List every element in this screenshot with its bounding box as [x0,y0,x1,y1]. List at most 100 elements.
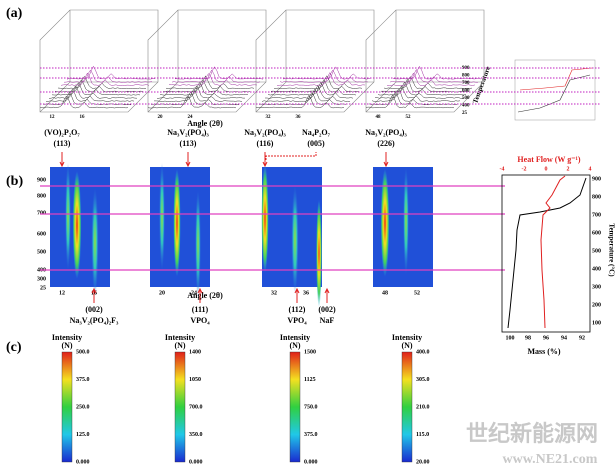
heatmap-feature [403,167,409,275]
diffraction-trace [175,67,263,79]
y-tick-label: 600 [37,231,46,237]
colorbar [402,352,412,462]
heatmap-feature [73,171,82,279]
right-tick-label: 600 [592,230,601,236]
colorbar-tick-label: 350.0 [189,432,203,438]
annotation-arrow [325,289,329,303]
bottom-tick-label: 96 [543,335,549,341]
diffraction-trace [366,95,454,108]
x-tick-label: 32 [271,290,277,296]
colorbar-tick-label: 305.0 [416,377,430,383]
colorbar [290,352,300,462]
z-tick-label: 900 [462,66,470,71]
colorbar-tick-label: 0.000 [304,459,318,465]
heatmap-feature [65,163,71,271]
colorbar-tick-label: 750.0 [304,404,318,410]
colorbar-tick-label: 700.0 [189,404,203,410]
colorbar [62,352,72,462]
y-tick-label: 25 [40,285,46,291]
bottom-tick-label: 92 [579,335,585,341]
colorbar-unit: (N) [289,341,300,350]
phase-label: (005) [307,139,325,148]
y-tick-label: 800 [37,193,46,199]
colorbar-tick-label: 210.0 [416,404,430,410]
diffraction-trace [163,80,251,92]
phase-label: (111) [192,305,209,314]
x-tick-label: 24 [191,290,197,296]
diffraction-trace [169,74,257,86]
x-tick-label: 36 [303,290,309,296]
x-tick-label: 16 [80,115,86,120]
y-tick-label: 900 [37,177,46,183]
panel-label: (a) [6,6,23,21]
phase-label: VPO₄ [287,316,307,325]
right-tick-label: 400 [592,266,601,272]
z-tick-label: 25 [462,111,468,116]
diffraction-trace [148,96,236,108]
diffraction-trace [256,95,344,108]
colorbar-tick-label: 0.000 [76,459,90,465]
y-tick-label: 300 [37,276,46,282]
z-tick-label: 600 [462,89,470,94]
x-tick-label: 52 [406,115,412,120]
colorbar-tick-label: 500.0 [76,349,90,355]
right-tick-label: 300 [592,284,601,290]
mass-curve [508,178,586,328]
x-tick-label: 32 [266,115,272,120]
waterfall-frame [40,10,158,112]
x-tick-label: 12 [59,290,65,296]
phase-label: Na₃V₂(PO₄)₂F₃ [70,316,119,325]
heatmap-feature [173,169,180,277]
bottom-tick-label: 100 [506,335,515,341]
annotation-arrow [60,152,64,166]
colorbar-unit: (N) [61,341,72,350]
colorbar-tick-label: 1500 [304,349,316,355]
heatmap-feature [91,188,98,296]
diffraction-trace [381,79,469,92]
x-tick-label: 20 [159,290,165,296]
inset-curve [520,68,592,90]
colorbar-tick-label: 400.0 [416,349,430,355]
top-tick-label: 4 [589,166,592,172]
x-tick-label: 36 [296,115,302,120]
colorbar-tick-label: 375.0 [76,377,90,383]
annotation-arrow [266,152,316,160]
heatmap-feature [261,165,268,273]
colorbar-tick-label: 1050 [189,377,201,383]
phase-label: Na₃V₂(PO₄)₃ [365,128,407,137]
diffraction-trace [64,70,152,82]
z-tick-label: 700 [462,81,470,86]
x-tick-label: 12 [50,115,56,120]
colorbar-unit: (N) [174,341,185,350]
axis-label: Angle (2θ) [187,119,223,128]
colorbar-tick-label: 1125 [304,377,316,383]
phase-label: (VO)₂P₂O₇ [44,128,80,137]
panel-label: (b) [6,174,23,189]
right-tick-label: 700 [592,212,601,218]
x-tick-label: 48 [376,115,382,120]
colorbar-tick-label: 125.0 [76,432,90,438]
y-tick-label: 500 [37,249,46,255]
right-tick-label: 500 [592,248,601,254]
diffraction-trace [283,67,371,79]
y-tick-label: 700 [37,210,46,216]
colorbar-tick-label: 115.0 [416,432,429,438]
colorbar-tick-label: 20.00 [416,459,430,465]
top-tick-label: -4 [500,166,505,172]
colorbar-unit: (N) [401,341,412,350]
waterfall-frame [256,10,374,112]
watermark: 世纪新能源网 [466,421,598,446]
axis-label: Heat Flow (W g⁻¹) [517,155,580,164]
phase-label: (113) [180,139,197,148]
right-tick-label: 800 [592,194,601,200]
heatmap-feature [316,199,322,307]
z-tick-label: 500 [462,96,470,101]
phase-label: (002) [85,305,103,314]
annotation-arrow [295,289,299,303]
annotation-arrow [384,152,388,166]
phase-label: Na₄P₂O₇ [302,128,331,137]
phase-label: (113) [54,139,71,148]
x-tick-label: 24 [188,115,194,120]
panel-label: (c) [6,340,22,355]
phase-label: (002) [318,305,336,314]
